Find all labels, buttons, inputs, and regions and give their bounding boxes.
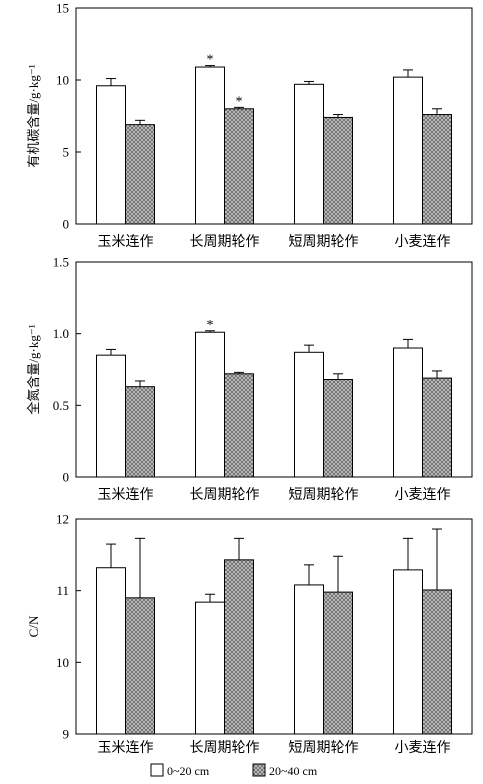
bar-series-1-category-1 [96, 354, 126, 478]
y-tick-label: 1.0 [53, 326, 69, 341]
x-category-label: 小麦连作 [395, 487, 451, 503]
legend-swatch-20-40cm [252, 763, 266, 777]
legend-label-0-20cm: 0~20 cm [167, 764, 210, 778]
significance-marker: * [207, 53, 214, 68]
bar-series-2-category-2 [224, 559, 254, 735]
bar-series-1-category-3 [294, 83, 324, 225]
bar-series-2-category-3 [323, 591, 353, 735]
x-category-label: 短周期轮作 [289, 487, 359, 503]
chart-panel-3: 9 10 11 12 玉米连作 长周期轮作 短周期轮作 小麦连作 C/N [26, 512, 473, 756]
x-category-label: 短周期轮作 [289, 234, 359, 250]
plot-frame [75, 7, 473, 225]
x-category-label: 长周期轮作 [190, 487, 260, 503]
y-tick-label: 10 [56, 655, 69, 670]
bar-series-1-category-4 [393, 347, 423, 478]
bar-series-1-category-3 [294, 584, 324, 735]
plot-frame [75, 261, 473, 478]
bar-series-2-category-3 [323, 379, 353, 478]
y-tick-label: 11 [56, 583, 69, 598]
x-category-label: 长周期轮作 [190, 234, 260, 250]
legend-label-20-40cm: 20~40 cm [269, 764, 318, 778]
significance-marker: * [236, 94, 243, 109]
bar-series-1-category-4 [393, 569, 423, 735]
bar-series-1-category-2 [195, 331, 225, 478]
bar-series-2-category-2 [224, 108, 254, 225]
chart-panel-2: * 0 0.5 1.0 1.5 玉米连作 长周期轮作 短周期轮作 小麦连作 全氮含量/g·kg⁻¹ [26, 255, 473, 503]
y-tick-label: 9 [63, 727, 70, 742]
y-axis-label: 有机碳含量/g·kg⁻¹ [26, 64, 41, 167]
bar-series-1-category-3 [294, 351, 324, 478]
y-tick-label: 15 [56, 1, 69, 16]
y-tick-label: 12 [56, 512, 69, 527]
y-tick-label: 1.5 [53, 255, 69, 270]
bar-series-2-category-1 [125, 597, 155, 735]
y-tick-label: 0.5 [53, 398, 69, 413]
bar-series-1-category-2 [195, 601, 225, 735]
y-axis-label: C/N [26, 615, 41, 637]
bar-series-2-category-4 [422, 377, 452, 478]
x-category-label: 短周期轮作 [289, 740, 359, 756]
bar-series-2-category-2 [224, 373, 254, 478]
x-category-label: 小麦连作 [395, 234, 451, 250]
y-tick-label: 0 [63, 470, 70, 485]
bar-series-1-category-4 [393, 76, 423, 225]
chart-panel-1: * * 0 5 10 15 玉米连作 长周期轮作 短周期轮作 小麦连作 有机碳含量/g·kg⁻¹ [26, 1, 473, 250]
bar-series-2-category-4 [422, 114, 452, 225]
bar-series-1-category-1 [96, 567, 126, 735]
bar-series-2-category-3 [323, 116, 353, 225]
bar-series-2-category-4 [422, 589, 452, 735]
bar-series-2-category-1 [125, 124, 155, 225]
legend-swatch-0-20cm [150, 763, 164, 777]
bar-series-2-category-1 [125, 386, 155, 478]
y-tick-label: 10 [56, 73, 69, 88]
y-tick-label: 0 [63, 217, 70, 232]
y-axis-label: 全氮含量/g·kg⁻¹ [26, 324, 41, 414]
legend: 0~20 cm 20~40 cm [150, 763, 318, 778]
y-tick-label: 5 [63, 145, 70, 160]
x-category-label: 小麦连作 [395, 740, 451, 756]
x-category-label: 玉米连作 [98, 487, 154, 503]
x-category-label: 玉米连作 [98, 740, 154, 756]
x-category-label: 玉米连作 [98, 234, 154, 250]
significance-marker: * [207, 318, 214, 333]
bar-series-1-category-1 [96, 85, 126, 225]
x-category-label: 长周期轮作 [190, 740, 260, 756]
plot-frame [75, 518, 473, 735]
bar-series-1-category-2 [195, 66, 225, 225]
